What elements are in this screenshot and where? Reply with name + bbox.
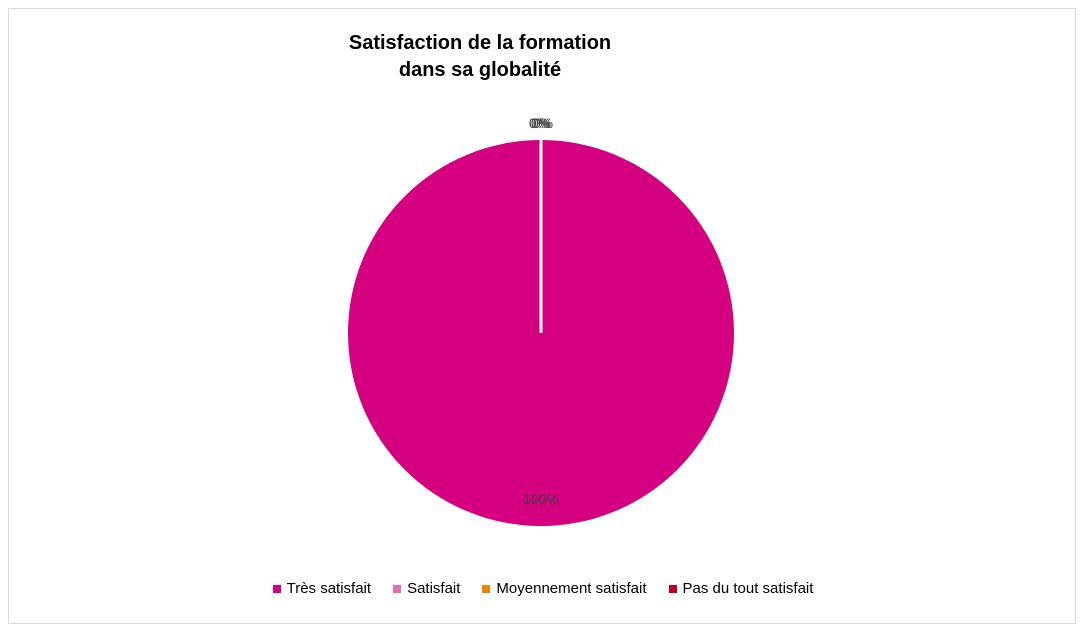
legend-swatch xyxy=(272,584,281,593)
legend: Très satisfait Satisfait Moyennement sat… xyxy=(0,580,1086,597)
data-label-moyennement-satisfait: 0% xyxy=(531,115,551,131)
data-label-satisfait: 0% xyxy=(529,115,549,131)
chart-title-line-2: dans sa globalité xyxy=(398,59,562,81)
legend-item-pas-du-tout-satisfait[interactable]: Pas du tout satisfait xyxy=(668,580,814,597)
pie-data-labels: 100%0%0%0% xyxy=(523,115,559,507)
legend-item-tres-satisfait[interactable]: Très satisfait xyxy=(272,580,372,597)
legend-item-moyennement-satisfait[interactable]: Moyennement satisfait xyxy=(482,580,647,597)
legend-swatch xyxy=(393,584,402,593)
legend-item-satisfait[interactable]: Satisfait xyxy=(393,580,460,597)
chart-title-line-1: Satisfaction de la formation xyxy=(348,32,612,54)
legend-label: Moyennement satisfait xyxy=(496,580,647,597)
data-label-pas-du-tout-satisfait: 0% xyxy=(533,115,553,131)
pie-slices xyxy=(348,140,734,526)
legend-label: Très satisfait xyxy=(286,580,372,597)
legend-label: Satisfait xyxy=(407,580,461,597)
legend-swatch xyxy=(482,584,491,593)
legend-swatch xyxy=(668,584,677,593)
data-label-tres-satisfait: 100% xyxy=(523,491,559,507)
legend-label: Pas du tout satisfait xyxy=(682,580,814,597)
chart-title: Satisfaction de la formation dans sa glo… xyxy=(280,30,680,84)
